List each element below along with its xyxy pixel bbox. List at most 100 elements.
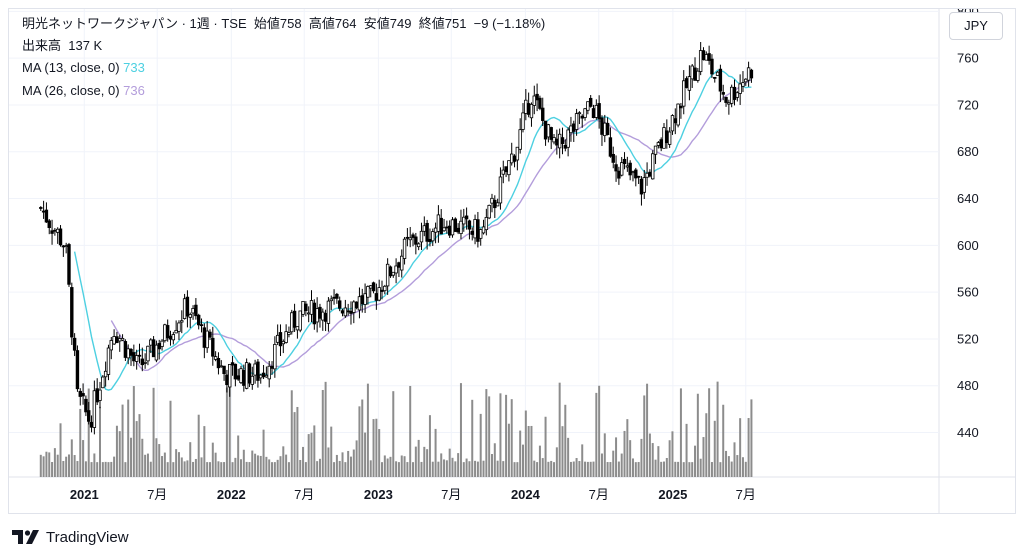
candle-body (89, 421, 94, 428)
candle-body (704, 54, 709, 61)
candle-body (306, 312, 311, 315)
volume-bar (172, 462, 175, 477)
volume-bar (609, 462, 612, 477)
candle-body (620, 162, 624, 176)
candle-body (304, 303, 308, 312)
volume-bar (400, 455, 403, 477)
candle-body (163, 324, 167, 342)
volume-bar (406, 462, 409, 477)
candle-body (253, 363, 257, 376)
volume-bar (223, 462, 226, 477)
candle-body (622, 158, 627, 165)
volume-bar (719, 462, 722, 477)
candle-body (123, 341, 128, 358)
volume-bar (67, 454, 70, 477)
volume-bar (287, 462, 290, 477)
candle-body (603, 122, 607, 137)
volume-bar (177, 452, 180, 477)
volume-bar (739, 418, 742, 477)
candle-body (70, 287, 74, 338)
candle-body (707, 53, 711, 61)
currency-button[interactable]: JPY (949, 12, 1003, 40)
volume-bar (256, 455, 259, 477)
candle-body (422, 225, 427, 232)
candle-body (132, 352, 136, 362)
volume-bar (702, 437, 705, 477)
symbol-title[interactable]: 明光ネットワークジャパン · 1週 · TSE (22, 16, 247, 31)
volume-bar (426, 449, 429, 477)
candle-body (507, 160, 511, 176)
candle-body (278, 332, 283, 347)
candle-body (445, 226, 449, 229)
volume-bar (87, 388, 90, 477)
candle-body (47, 220, 51, 229)
candle-body (628, 162, 632, 176)
candle-body (149, 339, 153, 346)
ma13-legend[interactable]: MA (13, close, 0) 733 (22, 60, 145, 76)
volume-bar (505, 394, 508, 477)
candle-body (134, 355, 139, 362)
candle-body (651, 153, 655, 180)
volume-bar (378, 429, 381, 477)
volume-bar (496, 460, 499, 477)
volume-bar (603, 433, 606, 477)
candle-body (53, 229, 57, 232)
candle-body (510, 153, 514, 164)
volume-bar (629, 440, 632, 477)
volume-bar (51, 462, 54, 477)
time-tick-label: 2024 (511, 487, 541, 502)
candle-body (574, 113, 579, 130)
volume-bar (665, 457, 668, 477)
price-tick-label: 640 (957, 191, 979, 206)
volume-bar (561, 426, 564, 477)
volume-bar (327, 447, 330, 477)
volume-bar (166, 462, 169, 477)
tradingview-brand[interactable]: TradingView (12, 527, 129, 547)
candle-body (242, 370, 246, 386)
candle-body (39, 207, 43, 209)
candle-body (433, 227, 438, 233)
candle-body (261, 372, 266, 378)
volume-bar (59, 423, 62, 477)
candle-body (453, 218, 458, 232)
candle-body (529, 103, 534, 119)
candle-body (679, 105, 683, 109)
volume-bar (643, 395, 646, 477)
candle-body (383, 285, 387, 292)
time-tick-label: 2023 (364, 487, 393, 502)
ma26-line (110, 79, 752, 372)
ma26-legend[interactable]: MA (26, close, 0) 736 (22, 83, 145, 99)
volume-bar (443, 459, 446, 477)
price-chart[interactable]: 44048052056060064068072076080020217月2022… (9, 9, 1015, 513)
volume-bar (617, 461, 620, 477)
price-tick-label: 600 (957, 238, 979, 253)
close-label: 終値 (418, 16, 445, 31)
volume-bar (671, 431, 674, 477)
candle-body (408, 237, 412, 241)
candle-body (715, 71, 720, 76)
candle-body (343, 307, 348, 317)
volume-legend[interactable]: 出来高 137 K (22, 38, 102, 54)
candle-body (673, 118, 677, 124)
candle-body (92, 390, 97, 428)
volume-bar (705, 413, 708, 477)
ma26-value: 736 (123, 83, 145, 98)
candle-body (360, 295, 364, 305)
volume-bar (82, 440, 85, 477)
volume-bar (547, 461, 550, 477)
volume-bar (640, 438, 643, 477)
candle-body (549, 127, 553, 140)
volume-bar (259, 455, 262, 477)
volume-bar (679, 388, 682, 477)
volume-bar (567, 437, 570, 477)
candle-body (597, 103, 601, 120)
candle-body (611, 153, 615, 163)
candle-body (476, 219, 480, 242)
candle-body (292, 310, 297, 328)
volume-bar (268, 459, 271, 477)
volume-bar (468, 461, 471, 477)
volume-bar (555, 447, 558, 477)
volume-bar (648, 433, 651, 477)
volume-bar (76, 461, 79, 477)
volume-bar (651, 443, 654, 477)
